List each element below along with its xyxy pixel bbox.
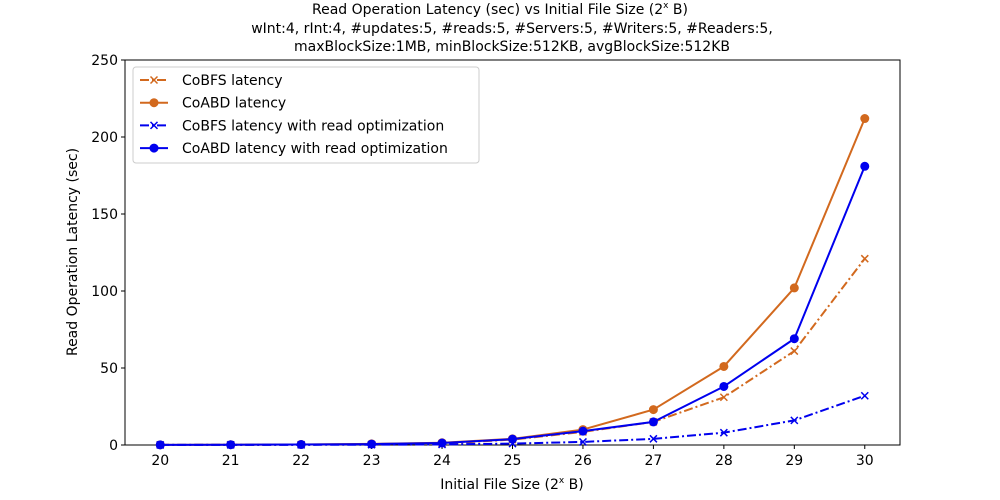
chart-title-line-2: wInt:4, rInt:4, #updates:5, #reads:5, #S… <box>251 21 773 37</box>
x-tick-label: 21 <box>222 453 240 469</box>
y-tick-label: 200 <box>91 130 118 146</box>
x-axis-label: Initial File Size (2x B) <box>440 476 583 493</box>
y-tick-label: 100 <box>91 284 118 300</box>
series-4-point <box>860 161 870 171</box>
legend-label: CoABD latency with read optimization <box>182 141 448 157</box>
y-axis-ticks: 0 50 100 150 200 250 <box>91 53 125 454</box>
series-4-point <box>155 440 165 450</box>
legend-label: CoABD latency <box>182 96 286 112</box>
x-tick-label: 29 <box>785 453 803 469</box>
series-4-point <box>648 417 658 427</box>
y-tick-label: 0 <box>109 438 118 454</box>
chart-title-line-3: maxBlockSize:1MB, minBlockSize:512KB, av… <box>294 39 730 55</box>
chart-title-line-1: Read Operation Latency (sec) vs Initial … <box>312 1 688 18</box>
series-1-point <box>790 347 799 356</box>
x-tick-label: 20 <box>151 453 169 469</box>
x-tick-label: 26 <box>574 453 592 469</box>
x-tick-label: 28 <box>715 453 733 469</box>
x-tick-label: 22 <box>292 453 310 469</box>
legend-swatch-marker <box>149 98 159 108</box>
legend-swatch-marker <box>149 121 159 130</box>
y-tick-label: 50 <box>100 361 118 377</box>
series-2-point <box>789 283 799 293</box>
legend-frame <box>132 66 480 164</box>
y-tick-label: 150 <box>91 207 118 223</box>
series-1-point <box>719 393 728 402</box>
x-tick-label: 27 <box>644 453 662 469</box>
series-3-point <box>578 437 587 446</box>
series-4-point <box>719 381 729 391</box>
y-tick-label: 250 <box>91 53 118 69</box>
x-tick-label: 30 <box>856 453 874 469</box>
x-tick-label: 23 <box>363 453 381 469</box>
series-4-point <box>789 334 799 344</box>
legend-label: CoBFS latency with read optimization <box>182 118 444 134</box>
series-4-point <box>226 440 236 450</box>
series-4-point <box>578 426 588 436</box>
legend-swatch-marker <box>149 143 159 153</box>
series-3-point <box>790 416 799 425</box>
series-1-point <box>860 254 869 263</box>
series-3-point <box>860 391 869 400</box>
legend-entry-2: CoABD latency <box>140 96 286 112</box>
legend-entry-3: CoBFS latency with read optimization <box>140 118 444 134</box>
series-4-point <box>508 434 517 444</box>
x-tick-label: 24 <box>433 453 451 469</box>
x-tick-label: 25 <box>504 453 522 469</box>
series-3-point <box>719 428 728 437</box>
series-2-point <box>860 114 870 124</box>
legend: CoBFS latency CoABD latency CoBFS latency … <box>132 66 480 164</box>
series-4-point <box>367 439 377 449</box>
series-3-point <box>649 434 658 443</box>
y-axis-label: Read Operation Latency (sec) <box>65 148 81 356</box>
legend-entry-1: CoBFS latency <box>140 73 283 89</box>
series-2-point <box>648 405 658 415</box>
x-axis-ticks: 20 21 22 23 24 25 26 27 28 29 30 <box>151 445 874 469</box>
series-2-point <box>719 361 729 371</box>
series-4 <box>155 161 870 450</box>
legend-entry-4: CoABD latency with read optimization <box>140 141 448 157</box>
series-4-point <box>296 440 306 450</box>
series-4-point <box>437 438 447 448</box>
legend-swatch-marker <box>149 75 159 85</box>
series-layer <box>155 114 870 450</box>
legend-label: CoBFS latency <box>182 73 283 89</box>
